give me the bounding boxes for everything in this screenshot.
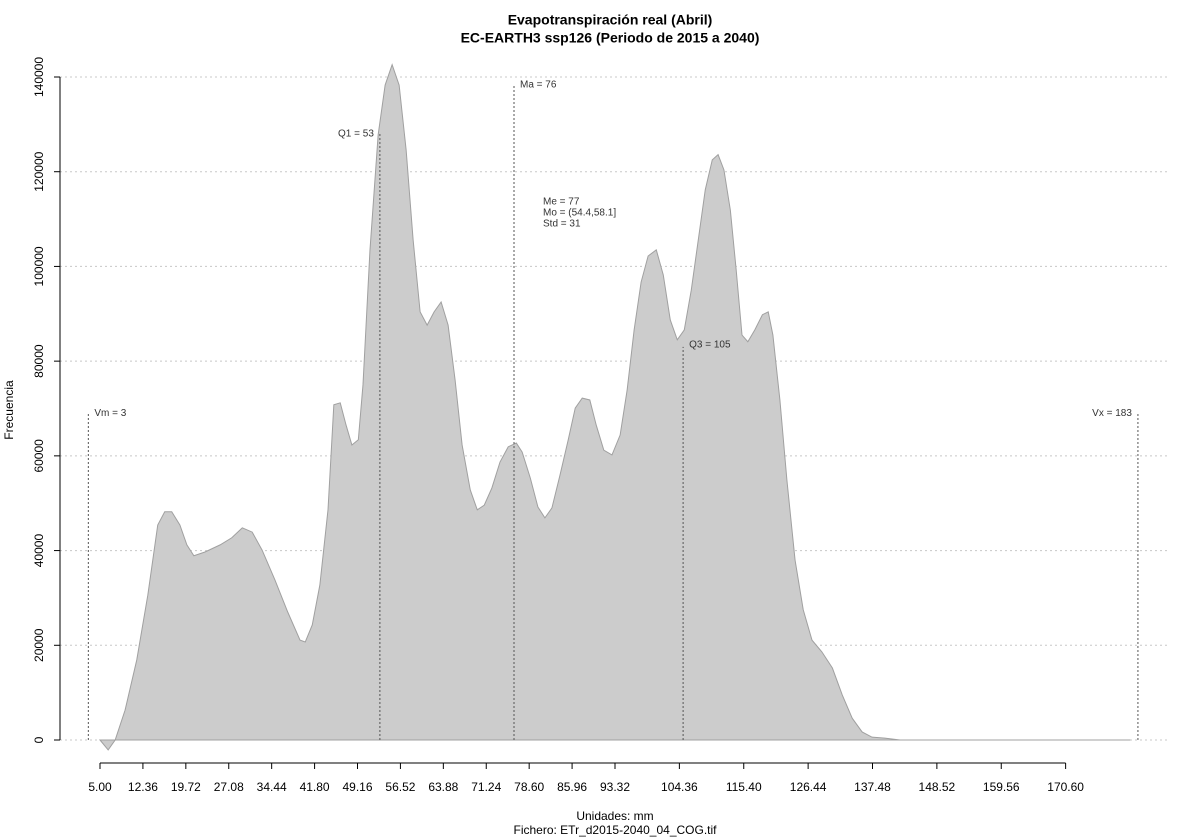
reference-label: Ma = 76 xyxy=(520,80,557,91)
stats-label: Mo = (54.4,58.1] xyxy=(543,208,616,219)
x-tick-label: 126.44 xyxy=(790,780,827,794)
y-tick-label: 60000 xyxy=(32,439,46,473)
stats-label: Std = 31 xyxy=(543,219,581,230)
density-area xyxy=(98,63,1131,751)
reference-label: Q1 = 53 xyxy=(338,128,374,139)
y-tick-label: 100000 xyxy=(32,246,46,286)
x-tick-label: 34.44 xyxy=(257,780,287,794)
x-tick-label: 85.96 xyxy=(557,780,587,794)
chart-subtitle: EC-EARTH3 ssp126 (Periodo de 2015 a 2040… xyxy=(461,30,760,46)
x-tick-label: 49.16 xyxy=(342,780,372,794)
x-tick-label: 104.36 xyxy=(661,780,698,794)
x-tick-label: 159.56 xyxy=(983,780,1020,794)
y-tick-label: 40000 xyxy=(32,534,46,568)
x-tick-label: 137.48 xyxy=(854,780,891,794)
x-tick-label: 63.88 xyxy=(428,780,458,794)
x-axis-label: Unidades: mm xyxy=(576,809,653,823)
x-tick-label: 27.08 xyxy=(214,780,244,794)
chart-title: Evapotranspiración real (Abril) xyxy=(508,12,713,28)
y-tick-label: 20000 xyxy=(32,628,46,662)
stats-label: Me = 77 xyxy=(543,197,580,208)
y-tick-label: 140000 xyxy=(32,57,46,97)
x-tick-label: 12.36 xyxy=(128,780,158,794)
reference-label: Q3 = 105 xyxy=(689,340,731,351)
reference-label: Vx = 183 xyxy=(1092,408,1132,419)
x-tick-label: 41.80 xyxy=(300,780,330,794)
x-tick-label: 170.60 xyxy=(1047,780,1084,794)
y-tick-label: 0 xyxy=(32,736,46,743)
x-tick-label: 115.40 xyxy=(726,780,762,794)
x-tick-label: 78.60 xyxy=(514,780,544,794)
x-tick-label: 5.00 xyxy=(88,780,112,794)
x-tick-label: 93.32 xyxy=(600,780,630,794)
y-axis-label: Frecuencia xyxy=(2,380,16,440)
x-tick-label: 71.24 xyxy=(471,780,501,794)
x-tick-label: 19.72 xyxy=(171,780,201,794)
caption: Fichero: ETr_d2015-2040_04_COG.tif xyxy=(514,823,718,837)
x-tick-label: 148.52 xyxy=(919,780,956,794)
reference-label: Vm = 3 xyxy=(94,408,126,419)
y-tick-label: 120000 xyxy=(32,151,46,191)
y-tick-label: 80000 xyxy=(32,344,46,378)
x-tick-label: 56.52 xyxy=(385,780,415,794)
